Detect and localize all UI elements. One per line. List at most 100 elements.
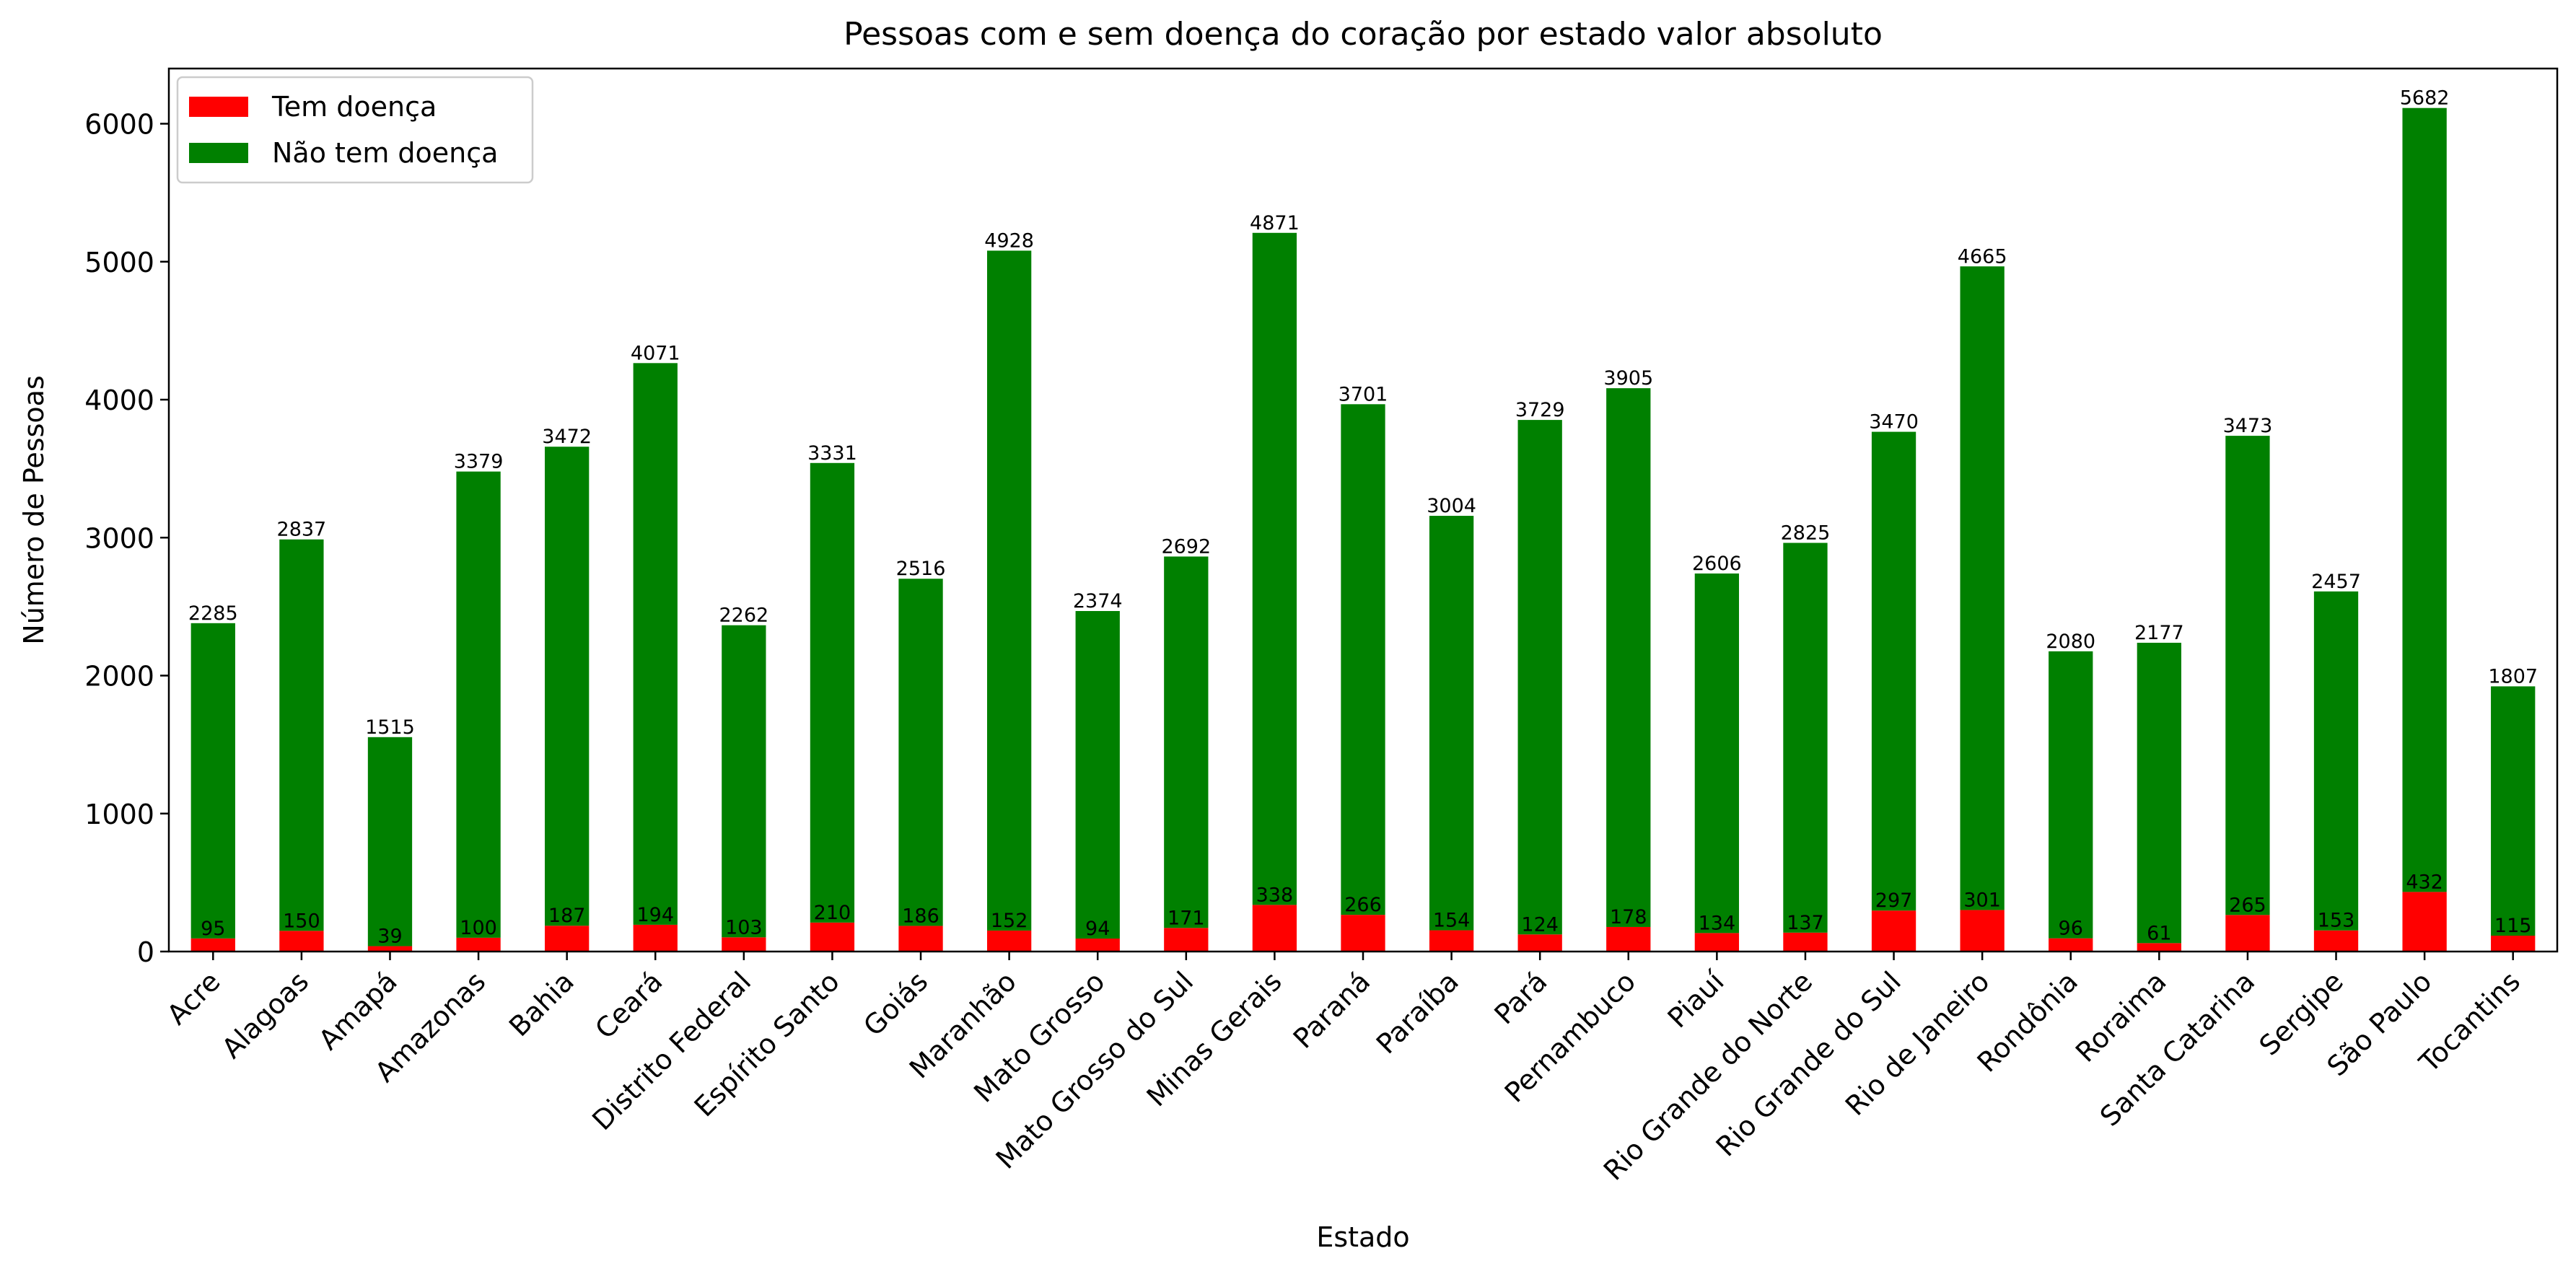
x-tick-label-bahia: Bahia — [503, 965, 580, 1042]
bar-nao-tem-doenca-mato-grosso-do-sul — [1164, 556, 1209, 928]
bar-nao-tem-doenca-para — [1517, 420, 1562, 935]
bar-tem-doenca-para — [1517, 934, 1562, 952]
data-label-tem-doenca-mato-grosso-do-sul: 171 — [1167, 907, 1205, 929]
bar-nao-tem-doenca-goias — [898, 579, 943, 926]
data-label-tem-doenca-para: 124 — [1521, 913, 1559, 936]
y-tick-label: 3000 — [84, 522, 154, 554]
bar-nao-tem-doenca-minas-gerais — [1252, 232, 1297, 905]
data-label-nao-tem-doenca-paraiba: 3004 — [1427, 495, 1476, 517]
data-label-nao-tem-doenca-parana: 3701 — [1339, 383, 1388, 405]
data-label-tem-doenca-rondonia: 96 — [2059, 918, 2083, 940]
bar-tem-doenca-rondonia — [2049, 938, 2093, 952]
data-label-nao-tem-doenca-rio-grande-do-sul: 3470 — [1869, 411, 1919, 434]
data-label-tem-doenca-rio-grande-do-norte: 137 — [1787, 912, 1824, 934]
data-label-nao-tem-doenca-mato-grosso: 2374 — [1073, 590, 1123, 612]
data-label-tem-doenca-minas-gerais: 338 — [1256, 884, 1294, 906]
data-label-nao-tem-doenca-bahia: 3472 — [542, 426, 592, 448]
data-label-nao-tem-doenca-minas-gerais: 4871 — [1250, 212, 1300, 234]
data-label-tem-doenca-mato-grosso: 94 — [1085, 918, 1110, 940]
bar-nao-tem-doenca-bahia — [545, 447, 590, 926]
data-label-nao-tem-doenca-sao-paulo: 5682 — [2400, 87, 2450, 110]
bar-nao-tem-doenca-rondonia — [2049, 651, 2093, 939]
bar-nao-tem-doenca-amazonas — [456, 471, 501, 938]
data-label-tem-doenca-tocantins: 115 — [2494, 915, 2532, 937]
data-label-nao-tem-doenca-ceara: 4071 — [631, 342, 680, 364]
bar-tem-doenca-tocantins — [2491, 936, 2536, 952]
bar-nao-tem-doenca-sergipe — [2313, 591, 2359, 931]
data-label-tem-doenca-rio-grande-do-sul: 297 — [1875, 889, 1913, 912]
data-label-tem-doenca-santa-catarina: 265 — [2229, 894, 2266, 916]
legend-swatch-tem-doenca — [189, 97, 248, 117]
x-tick-label-parana: Paraná — [1287, 965, 1377, 1055]
data-label-nao-tem-doenca-goias: 2516 — [896, 558, 946, 580]
bar-tem-doenca-sergipe — [2313, 930, 2359, 952]
y-axis: 0 1000 2000 3000 4000 5000 6000 — [84, 109, 169, 968]
data-label-nao-tem-doenca-piaui: 2606 — [1692, 553, 1742, 575]
bar-tem-doenca-amapa — [367, 946, 413, 952]
bar-tem-doenca-sao-paulo — [2402, 892, 2447, 952]
bar-tem-doenca-paraiba — [1429, 930, 1474, 952]
bar-tem-doenca-roraima — [2137, 943, 2181, 952]
data-label-nao-tem-doenca-mato-grosso-do-sul: 2692 — [1161, 535, 1211, 558]
bar-tem-doenca-alagoas — [279, 931, 324, 952]
x-tick-label-paraiba: Paraíba — [1370, 965, 1465, 1060]
data-label-tem-doenca-rio-de-janeiro: 301 — [1963, 889, 2001, 911]
y-tick-label: 1000 — [84, 799, 154, 830]
data-label-nao-tem-doenca-roraima: 2177 — [2134, 622, 2184, 644]
bar-tem-doenca-minas-gerais — [1252, 905, 1297, 952]
bar-nao-tem-doenca-piaui — [1694, 573, 1740, 933]
x-tick-label-piaui: Piauí — [1662, 965, 1731, 1034]
bar-nao-tem-doenca-acre — [190, 623, 235, 939]
data-label-tem-doenca-alagoas: 150 — [283, 910, 320, 932]
bar-nao-tem-doenca-distrito-federal — [722, 625, 766, 938]
x-axis-label: Estado — [1316, 1221, 1409, 1253]
data-label-nao-tem-doenca-acre: 2285 — [188, 602, 238, 625]
data-label-tem-doenca-ceara: 194 — [636, 904, 674, 926]
data-label-tem-doenca-pernambuco: 178 — [1610, 906, 1647, 928]
x-tick-label-goias: Goiás — [857, 965, 934, 1042]
data-label-tem-doenca-sao-paulo: 432 — [2406, 871, 2443, 893]
data-label-nao-tem-doenca-para: 3729 — [1515, 399, 1565, 421]
bar-tem-doenca-rio-grande-do-norte — [1783, 932, 1828, 952]
data-label-nao-tem-doenca-santa-catarina: 3473 — [2223, 415, 2273, 437]
legend-label-tem-doenca: Tem doença — [271, 91, 437, 123]
data-label-tem-doenca-acre: 95 — [201, 918, 225, 940]
chart-title: Pessoas com e sem doença do coração por … — [844, 16, 1883, 53]
bar-nao-tem-doenca-pernambuco — [1606, 388, 1651, 927]
y-tick-label: 6000 — [84, 109, 154, 141]
data-label-tem-doenca-bahia: 187 — [548, 905, 586, 927]
bar-nao-tem-doenca-amapa — [367, 737, 413, 946]
bar-tem-doenca-santa-catarina — [2225, 915, 2270, 952]
bar-nao-tem-doenca-roraima — [2137, 642, 2181, 944]
bar-nao-tem-doenca-espirito-santo — [810, 462, 855, 923]
data-label-tem-doenca-amapa: 39 — [377, 926, 402, 948]
bar-nao-tem-doenca-rio-grande-do-norte — [1783, 542, 1828, 933]
x-tick-label-santa-catarina: Santa Catarina — [2094, 965, 2261, 1132]
bar-nao-tem-doenca-maranhao — [986, 250, 1032, 931]
bar-tem-doenca-rio-de-janeiro — [1960, 910, 2005, 952]
data-label-tem-doenca-distrito-federal: 103 — [725, 916, 763, 939]
bar-tem-doenca-espirito-santo — [810, 922, 855, 952]
bar-nao-tem-doenca-alagoas — [279, 539, 324, 931]
bar-nao-tem-doenca-paraiba — [1429, 516, 1474, 931]
data-label-nao-tem-doenca-rio-grande-do-norte: 2825 — [1781, 522, 1831, 545]
data-label-nao-tem-doenca-alagoas: 2837 — [277, 519, 327, 541]
data-label-nao-tem-doenca-rio-de-janeiro: 4665 — [1958, 245, 2007, 268]
x-tick-label-para: Pará — [1488, 965, 1553, 1030]
bar-nao-tem-doenca-parana — [1341, 404, 1385, 915]
y-tick-label: 2000 — [84, 661, 154, 693]
bar-nao-tem-doenca-tocantins — [2491, 686, 2536, 936]
bar-nao-tem-doenca-ceara — [633, 363, 678, 925]
y-axis-label: Número de Pessoas — [18, 375, 50, 644]
x-tick-label-alagoas: Alagoas — [216, 965, 315, 1064]
bar-nao-tem-doenca-mato-grosso — [1075, 610, 1120, 939]
x-tick-label-distrito-federal: Distrito Federal — [586, 965, 757, 1136]
plot-area: 95 2285 150 2837 39 1515 100 3379 187 3472 194 4071… — [188, 87, 2538, 952]
data-label-nao-tem-doenca-distrito-federal: 2262 — [719, 605, 768, 627]
bar-tem-doenca-pernambuco — [1606, 926, 1651, 952]
data-label-tem-doenca-goias: 186 — [902, 905, 939, 927]
legend-swatch-nao-tem-doenca — [189, 143, 248, 163]
data-label-nao-tem-doenca-amazonas: 3379 — [454, 451, 504, 473]
